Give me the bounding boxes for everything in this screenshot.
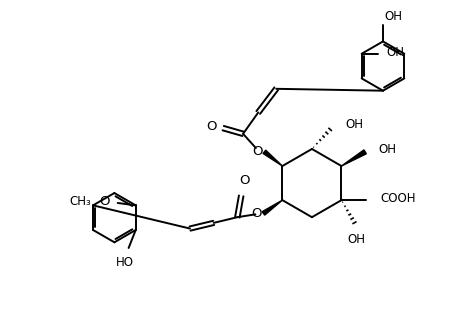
Text: O: O: [251, 207, 261, 220]
Polygon shape: [262, 200, 282, 215]
Text: OH: OH: [347, 233, 365, 246]
Text: OH: OH: [377, 144, 396, 157]
Text: O: O: [239, 174, 250, 187]
Text: O: O: [99, 195, 109, 208]
Text: OH: OH: [386, 46, 404, 59]
Text: OH: OH: [344, 118, 362, 131]
Polygon shape: [341, 150, 366, 166]
Polygon shape: [263, 150, 282, 166]
Text: O: O: [206, 120, 216, 133]
Text: HO: HO: [116, 256, 134, 269]
Text: COOH: COOH: [379, 192, 415, 205]
Text: CH₃: CH₃: [69, 195, 90, 208]
Text: O: O: [252, 145, 262, 158]
Text: OH: OH: [383, 10, 401, 23]
